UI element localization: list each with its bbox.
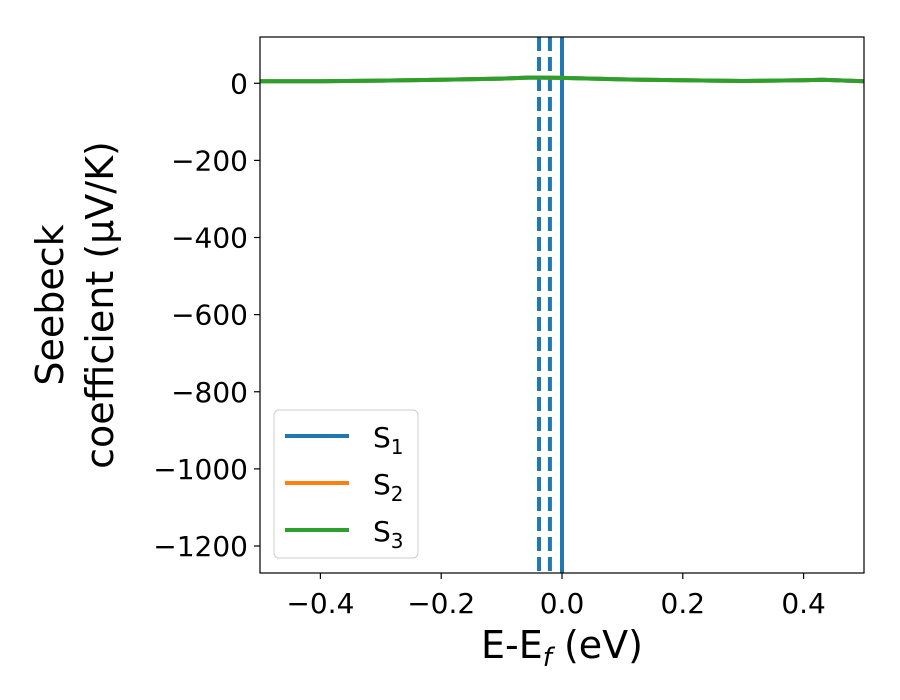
legend-label-S3: S3 (373, 515, 404, 553)
y-axis-label-line1: Seebeck (28, 224, 72, 385)
legend-label-S2: S2 (373, 468, 404, 506)
legend-label-S1: S1 (373, 421, 404, 459)
legend: S1 S2 S3 (273, 409, 419, 559)
x-tick-label: 0.2 (661, 587, 706, 620)
y-axis-label: Seebeck coefficient (μV/K) (28, 141, 122, 469)
y-tick-label: −1000 (153, 453, 248, 486)
x-axis-label: E-Ef (eV) (481, 623, 643, 673)
y-tick-label: −400 (171, 222, 248, 255)
x-tick-label: 0.4 (781, 587, 826, 620)
y-tick-label: −800 (171, 376, 248, 409)
y-tick-label: −600 (171, 299, 248, 332)
y-axis-ticks: 0 −200 −400 −600 −800 −1000 −1200 (153, 67, 260, 563)
y-tick-label: −1200 (153, 530, 248, 563)
y-tick-label: 0 (230, 67, 248, 100)
plot-lines (260, 37, 864, 573)
x-tick-label: −0.4 (286, 587, 354, 620)
x-tick-label: 0.0 (540, 587, 585, 620)
x-tick-label: −0.2 (407, 587, 475, 620)
series-line-S3 (260, 75, 864, 84)
y-axis-label-line2: coefficient (μV/K) (78, 141, 122, 469)
x-axis-ticks: −0.4 −0.2 0.0 0.2 0.4 (286, 573, 826, 620)
y-tick-label: −200 (171, 144, 248, 177)
